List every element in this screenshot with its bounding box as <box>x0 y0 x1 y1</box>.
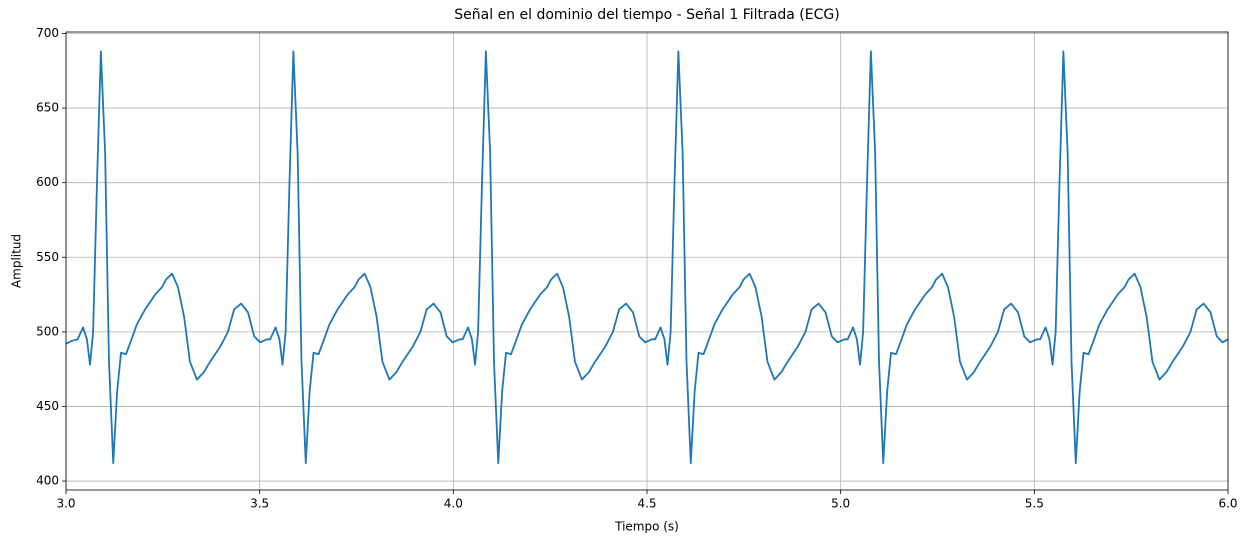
x-tick-label: 3.5 <box>250 497 269 511</box>
x-tick-label: 3.0 <box>56 497 75 511</box>
y-tick-label: 650 <box>36 101 59 115</box>
x-tick-label: 4.0 <box>444 497 463 511</box>
x-tick-label: 5.5 <box>1025 497 1044 511</box>
y-tick-label: 550 <box>36 250 59 264</box>
chart-title: Señal en el dominio del tiempo - Señal 1… <box>454 7 839 23</box>
y-tick-label: 700 <box>36 26 59 40</box>
y-tick-label: 600 <box>36 175 59 189</box>
plot-frame <box>65 31 1229 491</box>
x-tick-label: 6.0 <box>1218 497 1237 511</box>
y-tick-label: 450 <box>36 399 59 413</box>
y-axis-label: Amplitud <box>10 234 24 288</box>
y-tick-label: 400 <box>36 474 59 488</box>
y-tick-label: 500 <box>36 324 59 338</box>
x-axis-label: Tiempo (s) <box>614 520 679 534</box>
x-tick-label: 4.5 <box>637 497 656 511</box>
x-tick-label: 5.0 <box>831 497 850 511</box>
data-line <box>66 50 1228 465</box>
